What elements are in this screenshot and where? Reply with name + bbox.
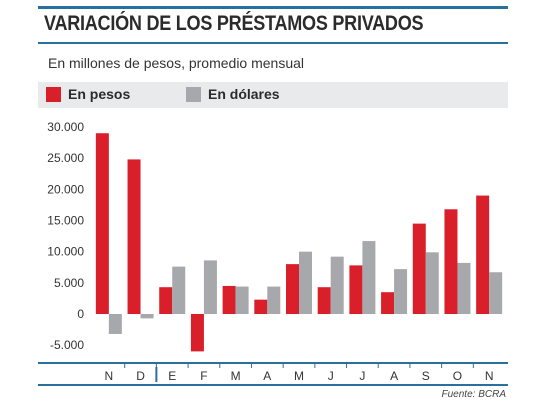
chart-title: VARIACIÓN DE LOS PRÉSTAMOS PRIVADOS <box>44 12 424 35</box>
chart-subtitle: En millones de pesos, promedio mensual <box>48 55 305 71</box>
legend-swatch-dolares <box>186 86 201 102</box>
bar-dolares <box>235 286 249 314</box>
bar-dolares <box>108 314 122 334</box>
bar-dolares <box>267 286 281 314</box>
bar-pesos <box>95 133 109 314</box>
legend-label-dolares: En dólares <box>208 86 280 102</box>
bar-dolares <box>299 251 312 314</box>
y-tick-label: 5.000 <box>54 276 84 290</box>
bar-dolares <box>362 241 376 314</box>
bar-pesos <box>444 209 458 314</box>
bar-pesos <box>412 223 426 314</box>
bar-pesos <box>381 292 395 314</box>
legend-item-pesos: En pesos <box>46 86 130 102</box>
bar-pesos <box>222 285 236 314</box>
x-tick-label: D <box>136 369 145 383</box>
bar-dolares <box>330 256 344 314</box>
bar-dolares <box>203 260 217 314</box>
x-tick-label: J <box>359 369 365 383</box>
title-rule <box>38 42 508 44</box>
x-tick-label: O <box>453 369 462 383</box>
x-tick-label: S <box>422 369 430 383</box>
legend-item-dolares: En dólares <box>186 86 280 102</box>
bar-pesos <box>254 299 268 314</box>
y-tick-label: 0 <box>77 307 84 321</box>
x-tick-label: A <box>390 369 398 383</box>
y-tick-label: -5.000 <box>50 338 84 352</box>
bar-pesos <box>317 287 331 314</box>
bar-dolares <box>457 262 471 314</box>
legend: En pesos En dólares <box>38 82 508 108</box>
bar-pesos <box>286 264 299 314</box>
bar-pesos <box>190 314 204 352</box>
y-tick-label: 25.000 <box>47 151 84 165</box>
bar-pesos <box>127 159 141 314</box>
bar-pesos <box>476 195 490 314</box>
bar-dolares <box>172 266 186 314</box>
x-tick-label: A <box>263 369 271 383</box>
y-tick-label: 10.000 <box>47 245 84 259</box>
bar-dolares <box>425 252 439 314</box>
bar-pesos <box>349 265 363 314</box>
y-tick-label: 20.000 <box>47 182 84 196</box>
top-rule <box>38 6 508 9</box>
bar-pesos <box>159 287 173 314</box>
bar-dolares <box>140 314 154 319</box>
x-tick-label: E <box>168 369 176 383</box>
legend-swatch-pesos <box>46 86 61 102</box>
x-tick-label: F <box>200 369 207 383</box>
x-tick-label: N <box>105 369 114 383</box>
bar-dolares <box>489 272 503 314</box>
x-tick-label: N <box>485 369 494 383</box>
x-tick-label: M <box>231 369 241 383</box>
bar-dolares <box>394 269 408 314</box>
legend-label-pesos: En pesos <box>68 86 131 102</box>
y-tick-label: 15.000 <box>47 214 84 228</box>
source-note: Fuente: BCRA <box>441 389 506 400</box>
x-tick-label: J <box>328 369 334 383</box>
y-tick-label: 30.000 <box>47 120 84 134</box>
x-tick-label: M <box>294 369 304 383</box>
